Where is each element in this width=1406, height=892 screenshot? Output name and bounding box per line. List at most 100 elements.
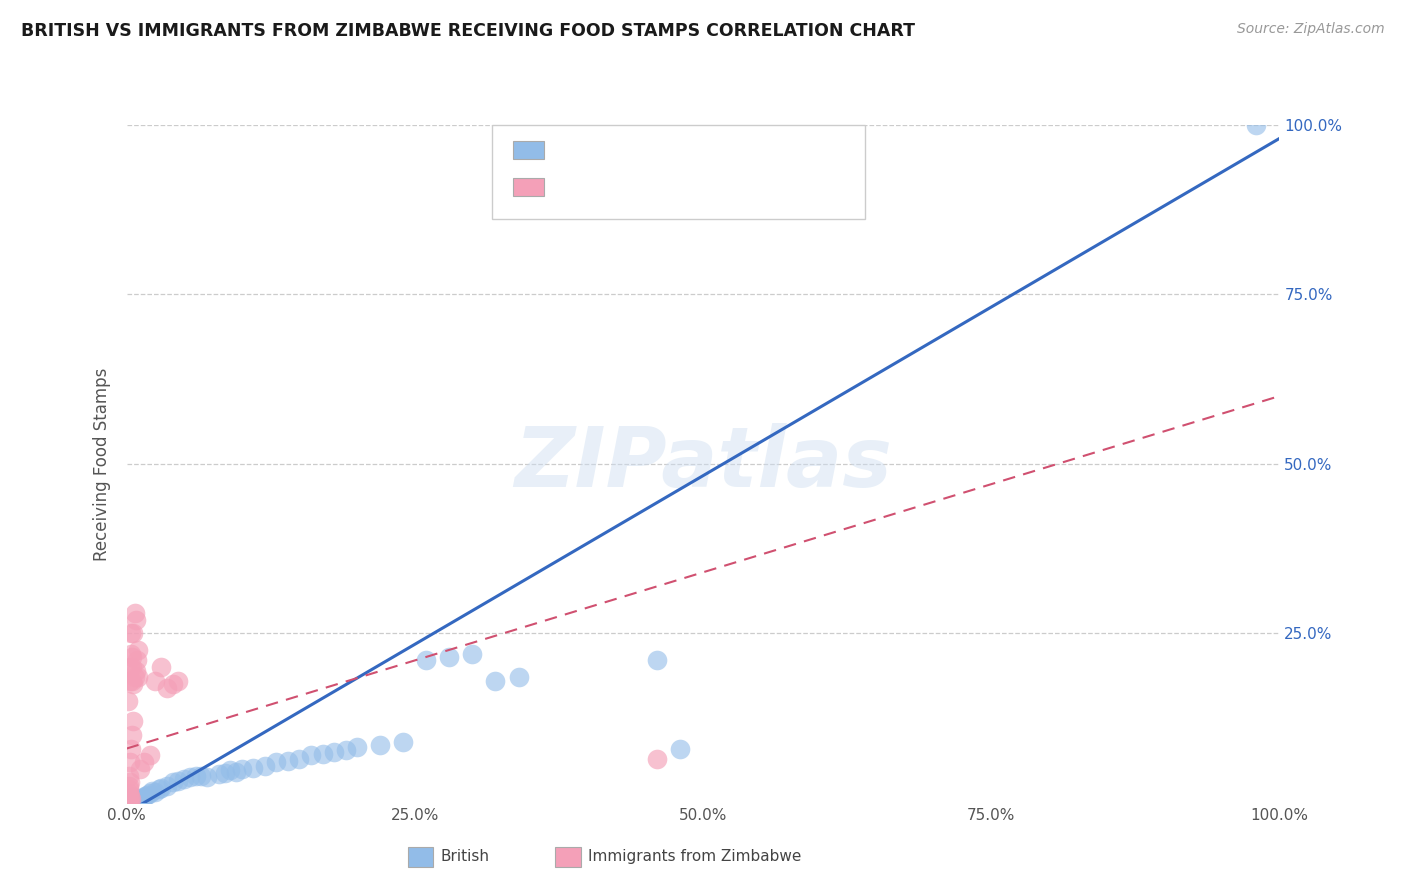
- Point: [122, 793, 145, 807]
- Point: [346, 740, 368, 755]
- Point: [150, 780, 173, 795]
- Text: Immigrants from Zimbabwe: Immigrants from Zimbabwe: [588, 849, 801, 863]
- Point: [167, 673, 190, 688]
- Point: [129, 793, 152, 807]
- Point: [122, 626, 145, 640]
- Point: [136, 788, 159, 802]
- Point: [118, 779, 141, 793]
- Point: [129, 762, 152, 776]
- Point: [124, 791, 146, 805]
- Point: [131, 791, 153, 805]
- Point: [118, 786, 141, 800]
- Point: [167, 774, 190, 789]
- Point: [141, 783, 163, 797]
- Point: [120, 794, 142, 808]
- Point: [190, 769, 212, 783]
- Text: ZIPatlas: ZIPatlas: [515, 424, 891, 504]
- Point: [118, 795, 141, 809]
- Point: [127, 670, 149, 684]
- Point: [311, 747, 333, 761]
- Point: [118, 673, 141, 688]
- Point: [179, 770, 201, 784]
- Point: [277, 754, 299, 768]
- Point: [121, 650, 143, 665]
- Point: [299, 748, 322, 763]
- Point: [118, 794, 141, 808]
- Point: [125, 613, 148, 627]
- Point: [127, 791, 149, 805]
- Point: [645, 653, 668, 667]
- Point: [508, 670, 530, 684]
- Point: [645, 752, 668, 766]
- Point: [120, 792, 142, 806]
- Point: [335, 743, 357, 757]
- Point: [225, 764, 247, 779]
- Point: [118, 769, 141, 783]
- Point: [148, 782, 170, 797]
- Point: [118, 790, 141, 805]
- Point: [195, 770, 218, 784]
- Text: BRITISH VS IMMIGRANTS FROM ZIMBABWE RECEIVING FOOD STAMPS CORRELATION CHART: BRITISH VS IMMIGRANTS FROM ZIMBABWE RECE…: [21, 22, 915, 40]
- Point: [145, 673, 166, 688]
- Point: [121, 673, 143, 688]
- Point: [120, 626, 142, 640]
- Point: [120, 741, 142, 756]
- Point: [156, 779, 179, 793]
- Point: [266, 755, 288, 769]
- Point: [214, 766, 236, 780]
- Point: [415, 653, 437, 667]
- Point: [156, 681, 179, 695]
- Point: [1246, 118, 1268, 132]
- Point: [118, 789, 141, 803]
- Point: [461, 647, 484, 661]
- Point: [118, 792, 141, 806]
- Point: [117, 694, 139, 708]
- Point: [125, 664, 148, 678]
- Point: [124, 670, 146, 684]
- Point: [118, 775, 141, 789]
- Point: [150, 660, 173, 674]
- Point: [162, 677, 184, 691]
- Point: [122, 714, 145, 729]
- Point: [484, 673, 506, 688]
- Point: [125, 794, 148, 808]
- Point: [124, 606, 146, 620]
- Point: [118, 660, 141, 674]
- Point: [122, 677, 145, 691]
- Point: [118, 782, 141, 797]
- Text: R = 0.288    N = 42: R = 0.288 N = 42: [553, 178, 744, 196]
- Point: [117, 792, 139, 806]
- Text: Source: ZipAtlas.com: Source: ZipAtlas.com: [1237, 22, 1385, 37]
- Point: [145, 785, 166, 799]
- Text: R = 0.758    N = 53: R = 0.758 N = 53: [553, 141, 744, 159]
- Point: [121, 790, 143, 805]
- Point: [132, 790, 155, 805]
- Point: [127, 643, 149, 657]
- Point: [669, 741, 692, 756]
- Point: [121, 728, 143, 742]
- Point: [439, 650, 461, 665]
- Point: [253, 758, 276, 772]
- Point: [125, 653, 148, 667]
- Text: British: British: [440, 849, 489, 863]
- Point: [242, 760, 264, 774]
- Point: [118, 794, 141, 808]
- Point: [392, 735, 415, 749]
- Point: [173, 772, 195, 786]
- Point: [162, 775, 184, 789]
- Point: [138, 748, 160, 763]
- Point: [128, 792, 150, 806]
- Point: [288, 752, 311, 766]
- Point: [219, 764, 242, 778]
- Point: [184, 769, 207, 783]
- Point: [118, 755, 141, 769]
- Point: [117, 794, 139, 808]
- Point: [323, 745, 346, 759]
- Y-axis label: Receiving Food Stamps: Receiving Food Stamps: [93, 368, 111, 560]
- Point: [368, 738, 391, 752]
- Point: [125, 792, 148, 806]
- Point: [134, 789, 156, 803]
- Point: [208, 767, 231, 781]
- Point: [120, 647, 142, 661]
- Point: [132, 755, 155, 769]
